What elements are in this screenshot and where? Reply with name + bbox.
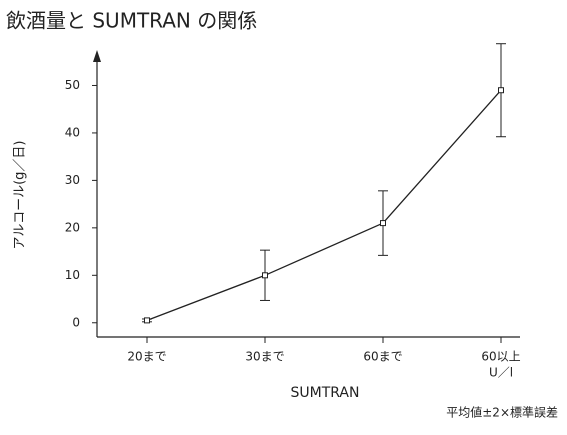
y-tick-label: 10 (65, 268, 80, 282)
x-tick-label: 60以上 (481, 350, 520, 364)
line (146, 89, 502, 321)
x-axis-label: SUMTRAN (291, 385, 360, 401)
note: 平均値±2×標準誤差 (446, 405, 558, 420)
y-axis-label: アルコール(g／日) (13, 140, 28, 249)
x-tick-label: 20まで (127, 350, 166, 364)
y-tick-label: 30 (65, 173, 80, 187)
y-tick-label: 40 (65, 125, 80, 139)
x-unit: U／l (489, 366, 513, 380)
marker (380, 220, 386, 227)
y-tick-label: 50 (65, 78, 80, 92)
marker (144, 317, 150, 324)
marker (262, 272, 268, 279)
chart-title: 飲酒量と SUMTRAN の関係 (6, 9, 257, 33)
axis-arrow (93, 50, 101, 62)
x-tick-label: 30まで (245, 350, 284, 364)
x-tick-label: 60まで (363, 350, 402, 364)
marker (498, 87, 504, 94)
y-tick-label: 0 (72, 315, 80, 329)
y-tick-label: 20 (65, 220, 80, 234)
